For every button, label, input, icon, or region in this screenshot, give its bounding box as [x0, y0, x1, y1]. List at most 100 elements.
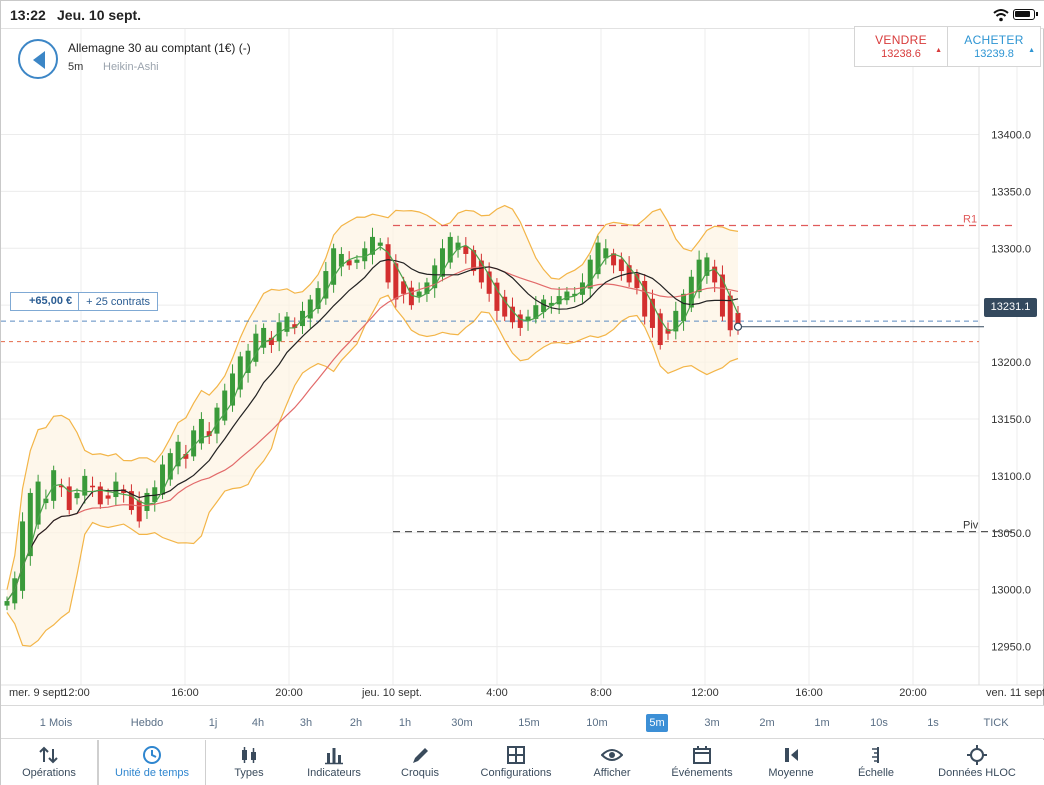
candle-body [113, 481, 119, 498]
buy-button[interactable]: ACHETER 13239.8 ▲ [948, 27, 1040, 66]
candle-body [90, 485, 96, 488]
position-tag[interactable]: +65,00 € + 25 contrats [10, 292, 159, 311]
candle-body [222, 390, 228, 421]
candle-body [673, 310, 679, 332]
candle-body [323, 271, 329, 299]
timeframe-option-1h[interactable]: 1h [398, 717, 412, 729]
timeframe-option-5m[interactable]: 5m [646, 714, 668, 732]
candle-body [494, 282, 500, 311]
candle-body [354, 259, 360, 263]
timeframe-option-10m[interactable]: 10m [586, 717, 608, 729]
timeframe-option-3h[interactable]: 3h [299, 717, 313, 729]
candle-body [618, 259, 624, 272]
timeframe-option-1j[interactable]: 1j [208, 717, 218, 729]
moving-average-mid-line [6, 259, 739, 602]
toolbar-events-button[interactable]: Événements [658, 740, 746, 785]
back-arrow-icon [33, 51, 45, 69]
timeframe-option-tick[interactable]: TICK [983, 717, 1009, 729]
crosshair-icon [967, 745, 987, 765]
candle-body [315, 288, 321, 309]
y-tick-label: 13400.0 [991, 129, 1031, 141]
candle-body [331, 248, 337, 285]
timeframe-option-2m[interactable]: 2m [759, 717, 775, 729]
pencil-icon [413, 748, 428, 763]
candle-body [533, 305, 539, 319]
sell-label: VENDRE [875, 33, 927, 47]
y-tick-label: 13050.0 [991, 528, 1031, 540]
candle-body [105, 495, 111, 499]
candle-body [735, 312, 741, 327]
candle-body [346, 260, 352, 266]
candle-body [97, 486, 103, 505]
candle-body [408, 287, 414, 306]
price-chart[interactable]: 13400.013350.013300.013250.013200.013150… [1, 29, 1044, 702]
candle-body [556, 296, 562, 305]
candle-body [144, 492, 150, 511]
chart-canvas[interactable]: 13400.013350.013300.013250.013200.013150… [1, 29, 1044, 702]
last-price-tag: 13231.1 [984, 298, 1037, 317]
candles-icon [242, 747, 256, 763]
price-marker-icon [785, 748, 798, 762]
wifi-icon [993, 9, 1009, 22]
y-tick-label: 13200.0 [991, 357, 1031, 369]
timeframe-option-3m[interactable]: 3m [704, 717, 720, 729]
x-tick-label: 12:00 [691, 687, 719, 699]
toolbar-indicators-button[interactable]: Indicateurs [290, 740, 378, 785]
candle-body [82, 475, 88, 496]
timeframe-option-1s[interactable]: 1s [927, 717, 939, 729]
candle-body [439, 248, 445, 277]
candle-body [416, 291, 422, 297]
candle-body [502, 296, 508, 317]
layout-icon [507, 746, 525, 764]
candle-body [20, 521, 26, 591]
timeframe-option-1m[interactable]: 1m [814, 717, 830, 729]
candle-body [727, 295, 733, 331]
toolbar-hloc-button[interactable]: Données HLOC [933, 740, 1021, 785]
candle-body [401, 281, 407, 294]
back-button[interactable] [18, 39, 58, 79]
toolbar-hloc-label: Données HLOC [938, 767, 1016, 779]
candle-body [284, 316, 290, 332]
timeframe-option-30m[interactable]: 30m [451, 717, 473, 729]
candle-body [230, 373, 236, 406]
timeframe-option-2h[interactable]: 2h [349, 717, 363, 729]
toolbar-indicators-label: Indicateurs [307, 767, 361, 779]
toolbar-show-button[interactable]: Afficher [568, 740, 656, 785]
toolbar-operations-button[interactable]: Opérations [1, 740, 98, 785]
x-tick-label: ven. 11 sept. [986, 687, 1044, 699]
position-pnl: +65,00 € [11, 293, 80, 310]
ruler-icon [872, 747, 879, 763]
toolbar-average-button[interactable]: Moyenne [747, 740, 835, 785]
x-tick-label: mer. 9 sept. [9, 687, 66, 699]
candle-body [587, 259, 593, 289]
toolbar-unit-button[interactable]: Unité de temps [98, 740, 206, 785]
timeframe-bar: 1 Mois Hebdo 1j 4h 3h 2h 1h 30m 15m 10m 5m 3m 2m 1m 10… [1, 705, 1044, 739]
y-tick-label: 13300.0 [991, 243, 1031, 255]
sell-button[interactable]: VENDRE 13238.6 ▲ [855, 27, 948, 66]
candle-body [509, 306, 515, 323]
candle-body [681, 293, 687, 322]
toolbar-configs-button[interactable]: Configurations [472, 740, 560, 785]
bollinger-lower-line [6, 294, 739, 647]
candle-body [634, 273, 640, 289]
timeframe-option-4h[interactable]: 4h [251, 717, 265, 729]
level-label-r1: R1 [963, 214, 977, 226]
candle-body [167, 453, 173, 480]
x-tick-label: 4:00 [486, 687, 507, 699]
timeframe-option-1-mois[interactable]: 1 Mois [39, 717, 73, 729]
chart-type-label: Heikin-Ashi [103, 61, 159, 73]
toolbar-scale-button[interactable]: Échelle [832, 740, 920, 785]
candle-body [455, 242, 461, 250]
toolbar-sketch-button[interactable]: Croquis [376, 740, 464, 785]
position-contracts: + 25 contrats [86, 295, 151, 308]
y-tick-label: 13000.0 [991, 585, 1031, 597]
timeframe-option-hebdo[interactable]: Hebdo [130, 717, 164, 729]
status-date: Jeu. 10 sept. [57, 7, 142, 23]
toolbar-types-button[interactable]: Types [205, 740, 293, 785]
timeframe-option-15m[interactable]: 15m [518, 717, 540, 729]
timeframe-option-10s[interactable]: 10s [870, 717, 888, 729]
moving-average-fast-line [6, 244, 739, 602]
candle-body [58, 485, 64, 488]
trade-panel: VENDRE 13238.6 ▲ ACHETER 13239.8 ▲ [854, 26, 1041, 67]
